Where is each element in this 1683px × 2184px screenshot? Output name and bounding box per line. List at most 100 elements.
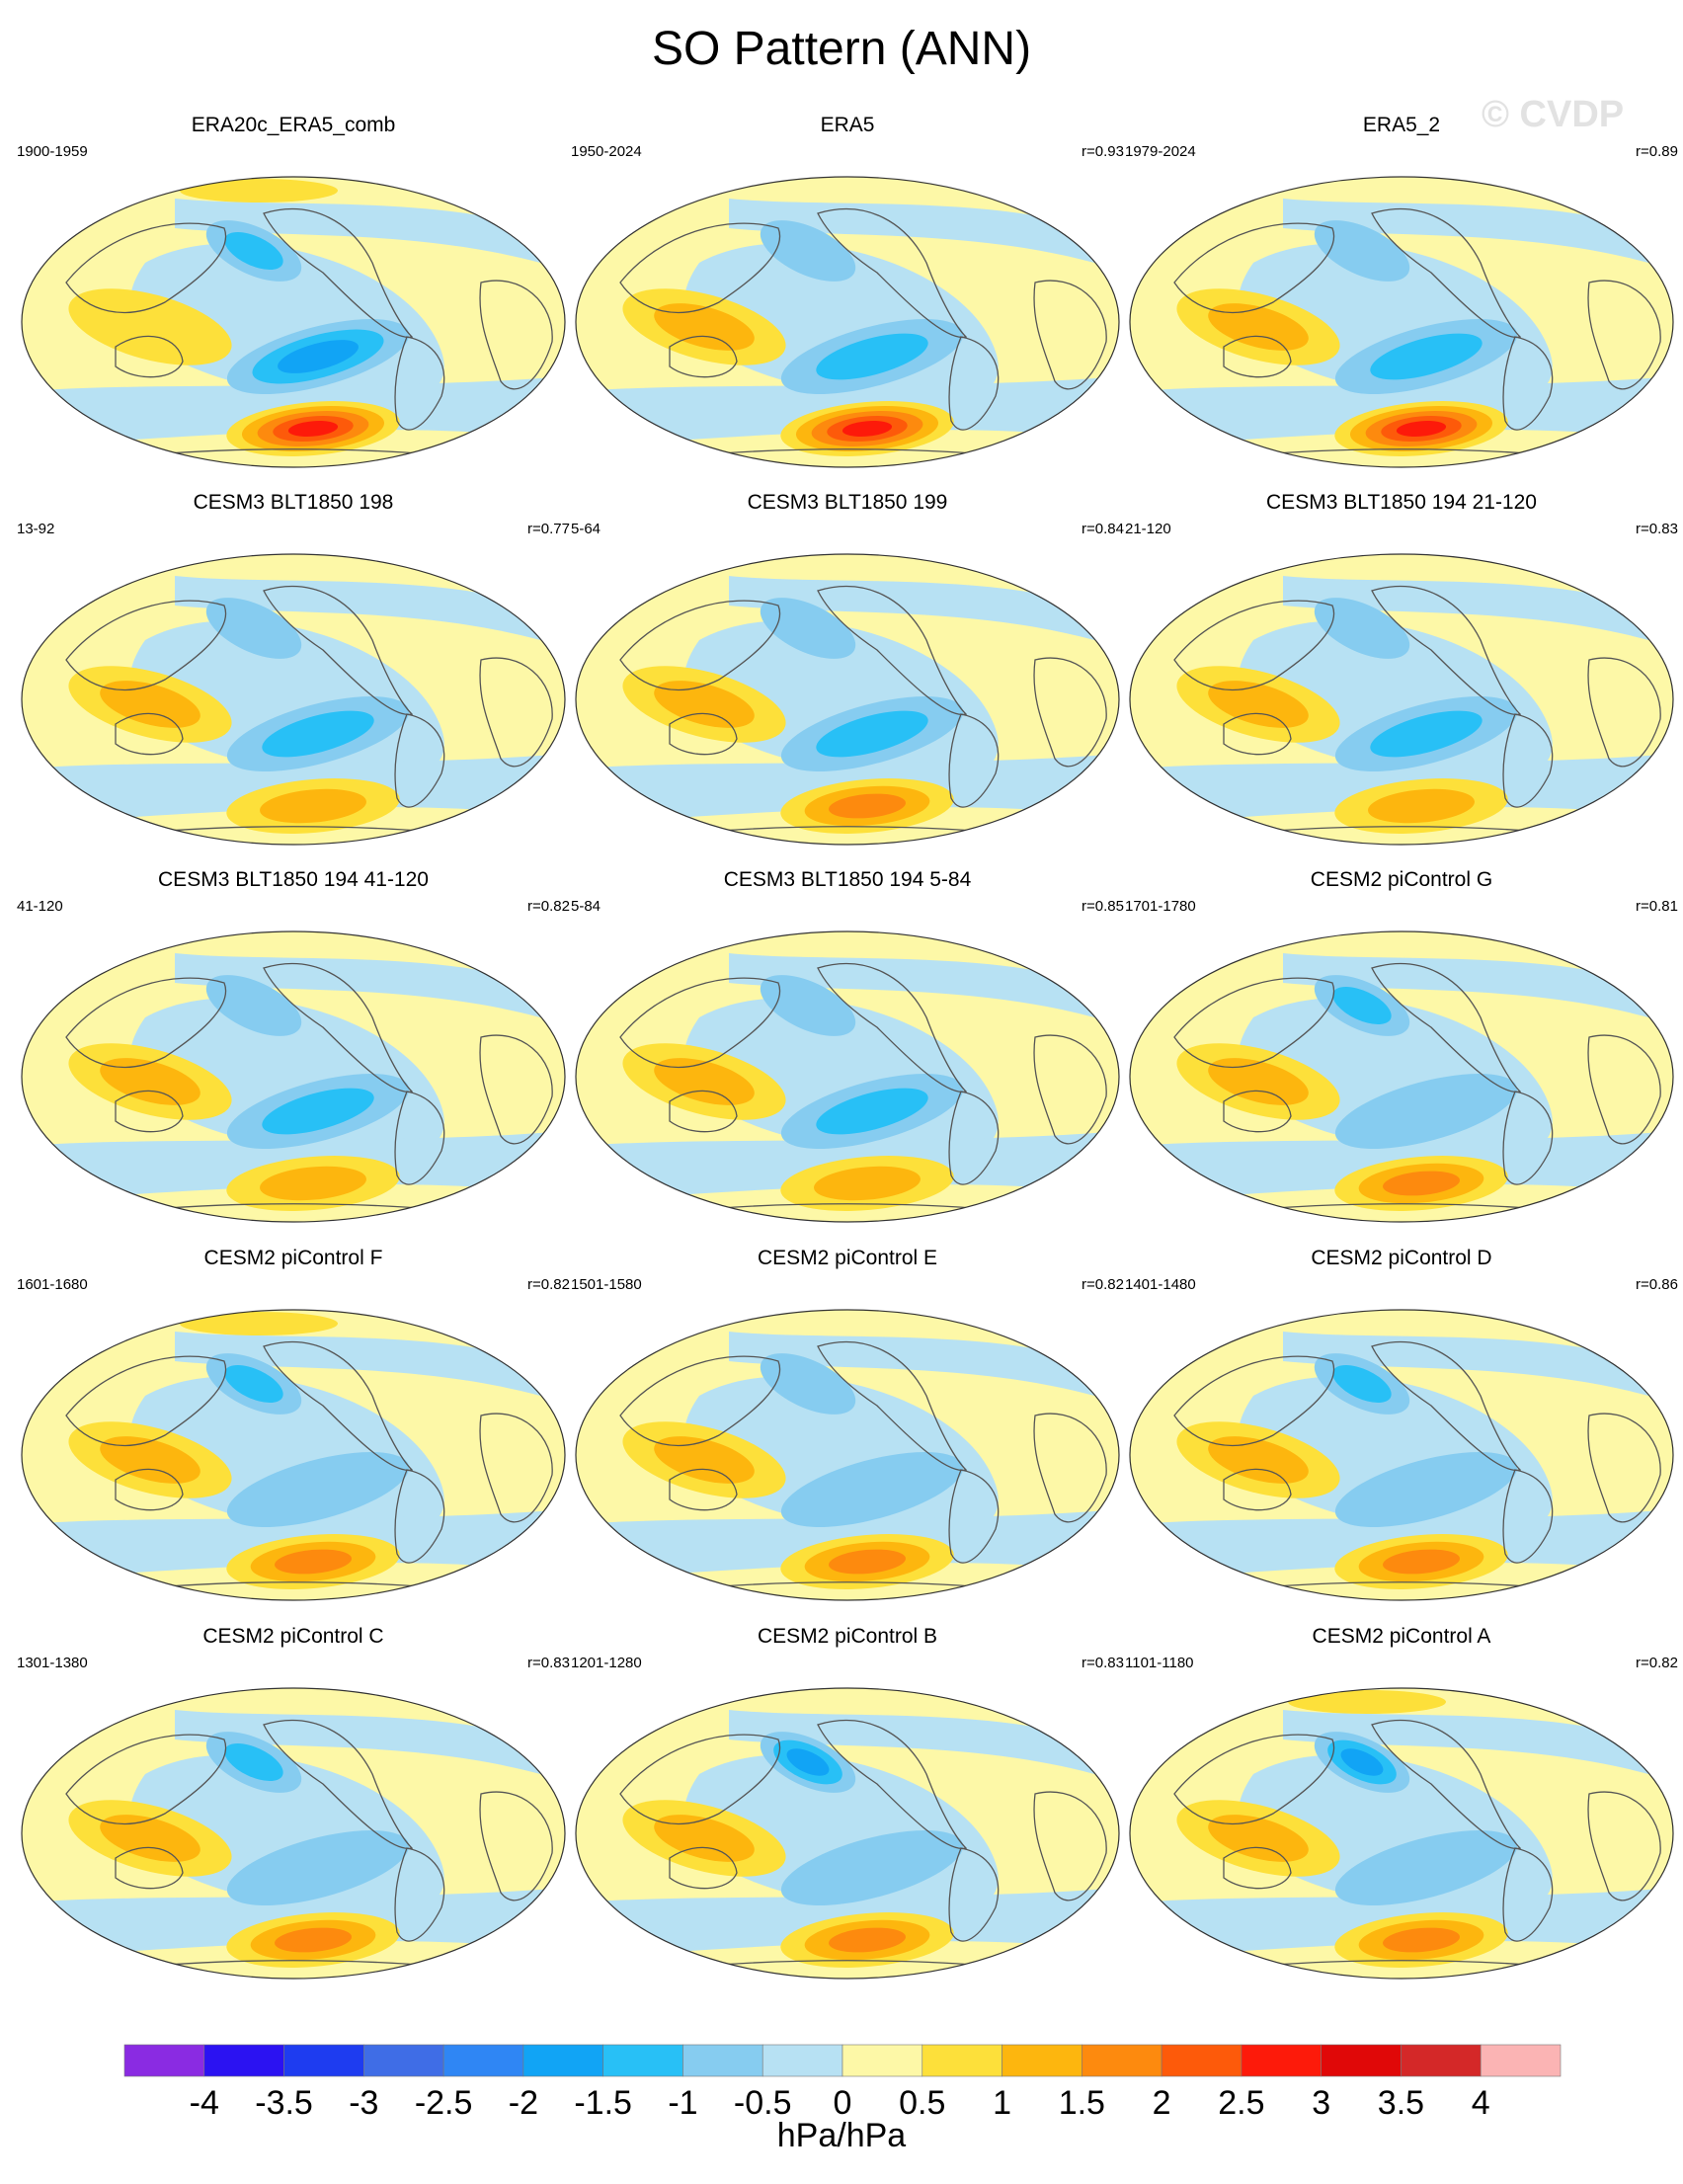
map-panel: CESM2 piControl D 1401-1480 r=0.86: [1122, 1247, 1681, 1626]
colorbar-swatch: [1401, 2044, 1482, 2077]
coastline: [1587, 1034, 1661, 1145]
contour-level: [1383, 1927, 1460, 1953]
contour-level: [1314, 220, 1410, 282]
colorbar-swatch: [1161, 2044, 1242, 2077]
panel-title: CESM3 BLT1850 198: [193, 491, 394, 514]
northern-negative-band: [175, 1332, 550, 1396]
map-svg: [1129, 553, 1674, 846]
coastline: [263, 586, 414, 715]
contour-level: [760, 975, 856, 1036]
map-panel: CESM2 piControl B 1201-1280 r=0.83: [568, 1625, 1127, 2004]
coastline: [1502, 1847, 1554, 1942]
contour-level: [1396, 421, 1447, 437]
contour-level: [262, 710, 374, 758]
coastline: [619, 977, 781, 1069]
panel-years: 13-92: [17, 521, 55, 537]
contour-level: [224, 1742, 283, 1782]
coastline: [1223, 335, 1292, 378]
contour-level: [816, 710, 928, 758]
coastline: [1223, 1468, 1292, 1511]
map-panel: ERA20c_ERA5_comb 1900-1959: [14, 114, 573, 493]
contour-level: [1288, 1690, 1446, 1714]
coastline: [65, 600, 227, 691]
coastline: [1371, 1341, 1522, 1471]
coastline: [115, 335, 184, 378]
coastline: [817, 208, 968, 338]
contour-level: [1208, 1436, 1309, 1484]
northern-negative-band: [729, 953, 1104, 1017]
panel-years: 1401-1480: [1125, 1276, 1196, 1293]
colorbar-swatch: [363, 2044, 444, 2077]
coastline: [1173, 600, 1335, 691]
coastline: [1173, 222, 1335, 314]
panel-title: ERA5: [820, 114, 875, 136]
coastline: [669, 1846, 738, 1890]
map-border: [1129, 1309, 1674, 1601]
contour-level: [1208, 1058, 1309, 1105]
map-border: [1129, 1687, 1674, 1980]
panel-correlation: r=0.81: [1636, 898, 1678, 915]
colorbar-swatch: [1321, 2044, 1402, 2077]
colorbar-tick-label: -3.5: [255, 2084, 313, 2119]
coastline: [1587, 280, 1661, 390]
northern-negative-band: [1283, 1332, 1658, 1396]
panel-correlation: r=0.82: [1636, 1655, 1678, 1671]
coastline: [479, 1791, 553, 1901]
coastline: [1502, 713, 1554, 808]
colorbar-swatch: [842, 2044, 923, 2077]
map-border: [575, 1309, 1120, 1601]
map-border: [575, 930, 1120, 1223]
contour-level: [654, 1058, 755, 1105]
map-border: [21, 1687, 566, 1980]
colorbar-swatch: [522, 2044, 603, 2077]
panel-years: 1501-1580: [571, 1276, 642, 1293]
contour-level: [760, 598, 856, 659]
coastline: [1033, 280, 1107, 390]
coastline: [115, 712, 184, 756]
contour-level: [1334, 1451, 1518, 1528]
coastline: [948, 336, 1000, 431]
coastline: [1173, 1734, 1335, 1825]
panel-years: 5-64: [571, 521, 601, 537]
contour-level: [100, 681, 200, 728]
map-panel: CESM3 BLT1850 199 5-64 r=0.84: [568, 491, 1127, 870]
map-svg: [1129, 930, 1674, 1223]
contour-level: [654, 303, 755, 351]
panel-years: 1201-1280: [571, 1655, 642, 1671]
map-border: [575, 553, 1120, 846]
contour-level: [275, 1549, 352, 1575]
coastline: [479, 1413, 553, 1523]
coastline: [394, 1091, 445, 1185]
contour-level: [1383, 1171, 1460, 1196]
map-svg: [1129, 176, 1674, 468]
contour-level: [260, 788, 366, 824]
map-svg: [21, 553, 566, 846]
map-panel: CESM2 piControl F 1601-1680 r=0.82: [14, 1247, 573, 1626]
colorbar-swatch: [442, 2044, 524, 2077]
contour-level: [654, 1436, 755, 1484]
contour-level: [1208, 681, 1309, 728]
northern-negative-band: [729, 199, 1104, 263]
coastline: [669, 1090, 738, 1133]
coastline: [619, 600, 781, 691]
contour-level: [1332, 1364, 1392, 1404]
coastline: [479, 280, 553, 390]
contour-level: [226, 1451, 410, 1528]
northern-negative-band: [175, 1710, 550, 1774]
panel-years: 1301-1380: [17, 1655, 88, 1671]
panel-title: CESM2 piControl F: [203, 1247, 383, 1269]
coastline: [1033, 1791, 1107, 1901]
panel-title: CESM2 piControl E: [757, 1247, 938, 1269]
panel-title: ERA20c_ERA5_comb: [191, 114, 396, 136]
panel-title: CESM2 piControl D: [1311, 1247, 1492, 1269]
panel-correlation: r=0.84: [1082, 521, 1124, 537]
colorbar-tick-label: -4: [190, 2084, 219, 2119]
coastline: [394, 713, 445, 808]
colorbar-tick-label: -0.5: [734, 2084, 792, 2119]
coastline: [669, 712, 738, 756]
coastline: [948, 1847, 1000, 1942]
coastline: [479, 1034, 553, 1145]
panel-title: CESM2 piControl C: [202, 1625, 384, 1648]
coastline: [394, 1847, 445, 1942]
colorbar-swatch: [123, 2044, 205, 2077]
